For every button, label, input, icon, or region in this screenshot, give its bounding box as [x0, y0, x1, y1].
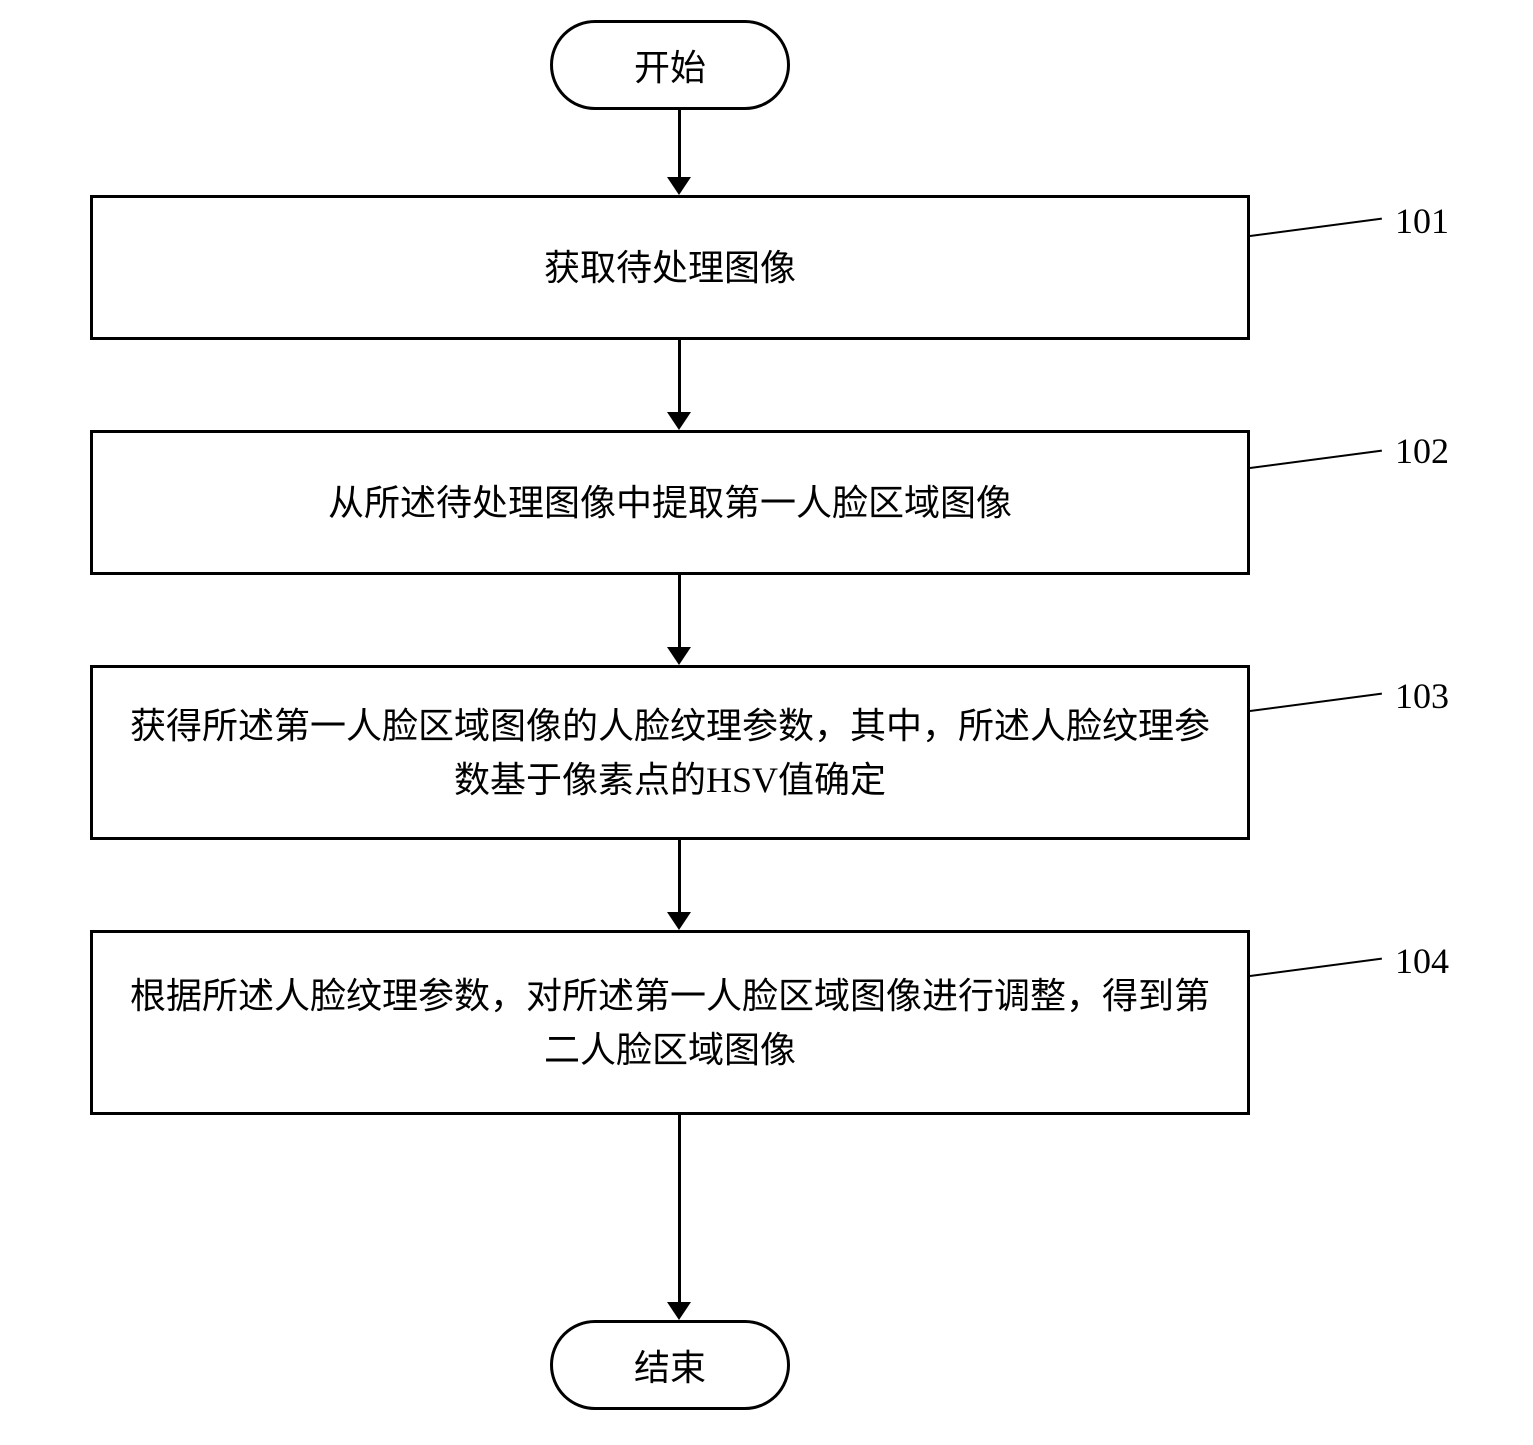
arrow-2: [667, 340, 691, 430]
end-terminal: 结束: [550, 1320, 790, 1410]
arrow-1: [667, 110, 691, 195]
label-104: 104: [1395, 940, 1449, 982]
arrow-4: [667, 840, 691, 930]
end-text: 结束: [634, 1339, 706, 1391]
leader-103: [1250, 693, 1382, 712]
step-103-text: 获得所述第一人脸区域图像的人脸纹理参数，其中，所述人脸纹理参数基于像素点的HSV…: [123, 699, 1217, 807]
arrow-5: [667, 1115, 691, 1320]
arrow-3: [667, 575, 691, 665]
step-102-text: 从所述待处理图像中提取第一人脸区域图像: [328, 476, 1012, 530]
step-101-text: 获取待处理图像: [544, 241, 796, 295]
start-text: 开始: [634, 39, 706, 91]
leader-101: [1250, 218, 1382, 237]
label-103: 103: [1395, 675, 1449, 717]
label-102: 102: [1395, 430, 1449, 472]
leader-102: [1250, 450, 1382, 469]
step-101: 获取待处理图像: [90, 195, 1250, 340]
flowchart-container: 开始 获取待处理图像 101 从所述待处理图像中提取第一人脸区域图像 102 获…: [0, 0, 1533, 1445]
start-terminal: 开始: [550, 20, 790, 110]
step-102: 从所述待处理图像中提取第一人脸区域图像: [90, 430, 1250, 575]
leader-104: [1250, 958, 1382, 977]
step-104-text: 根据所述人脸纹理参数，对所述第一人脸区域图像进行调整，得到第二人脸区域图像: [123, 969, 1217, 1077]
step-103: 获得所述第一人脸区域图像的人脸纹理参数，其中，所述人脸纹理参数基于像素点的HSV…: [90, 665, 1250, 840]
step-104: 根据所述人脸纹理参数，对所述第一人脸区域图像进行调整，得到第二人脸区域图像: [90, 930, 1250, 1115]
label-101: 101: [1395, 200, 1449, 242]
